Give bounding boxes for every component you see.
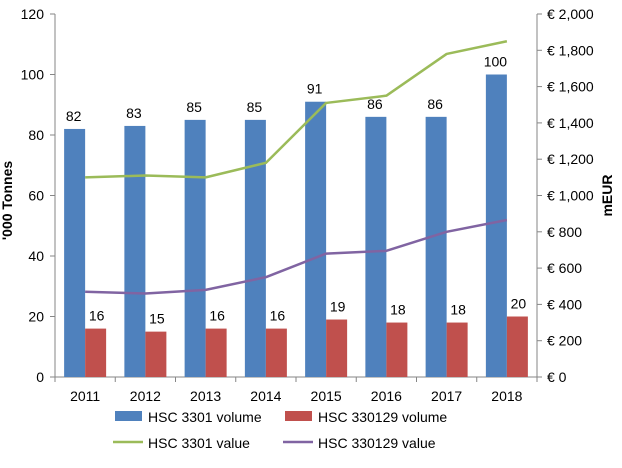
y-left-axis-title: '000 Tonnes: [0, 161, 15, 241]
x-tick-label: 2013: [190, 388, 221, 404]
line-series: [85, 40, 508, 295]
legend-label: HSC 330129 volume: [318, 409, 447, 425]
data-label: 16: [270, 308, 286, 324]
data-label: 85: [247, 99, 263, 115]
bar: [446, 322, 468, 377]
data-label: 83: [126, 105, 142, 121]
data-label: 16: [89, 308, 105, 324]
bar: [365, 116, 387, 377]
y-right-axis: € 0 € 200 € 400 € 600 € 800 € 1,000 € 1,200 € 1…: [537, 6, 594, 385]
data-label: 18: [450, 302, 466, 318]
bar: [506, 316, 528, 377]
x-axis: 2011 2012 2013 2014 2015 2016 2017 2018: [54, 377, 538, 404]
legend: HSC 3301 volume HSC 330129 volume HSC 3301…: [113, 409, 447, 451]
legend-label: HSC 3301 value: [148, 435, 250, 451]
y-right-tick-label: € 600: [547, 260, 582, 276]
data-label: 19: [330, 299, 346, 315]
data-label: 82: [66, 108, 82, 124]
bar: [205, 328, 227, 377]
bar: [145, 331, 167, 377]
y-right-tick-label: € 1,800: [547, 42, 594, 58]
bar: [85, 328, 107, 377]
y-right-tick-label: € 1,400: [547, 115, 594, 131]
y-left-tick-label: 120: [21, 6, 45, 22]
y-right-tick-label: € 400: [547, 296, 582, 312]
y-right-tick-label: € 1,200: [547, 151, 594, 167]
y-right-tick-label: € 200: [547, 333, 582, 349]
y-left-tick-label: 100: [21, 67, 45, 83]
x-tick-label: 2018: [491, 388, 522, 404]
y-right-tick-label: € 1,600: [547, 79, 594, 95]
y-right-tick-label: € 2,000: [547, 6, 594, 22]
data-label: 18: [390, 302, 406, 318]
y-left-axis: 0 20 40 60 80 100 120: [21, 6, 55, 385]
x-tick-label: 2015: [311, 388, 342, 404]
data-label: 85: [186, 99, 202, 115]
y-left-tick-label: 20: [28, 309, 44, 325]
data-label: 86: [367, 96, 383, 112]
y-right-tick-label: € 800: [547, 224, 582, 240]
x-tick-label: 2017: [431, 388, 462, 404]
bar: [425, 116, 447, 377]
y-right-tick-label: € 0: [547, 369, 567, 385]
legend-label: HSC 330129 value: [318, 435, 436, 451]
bar: [64, 128, 86, 377]
legend-label: HSC 3301 volume: [148, 409, 262, 425]
series-line: [85, 218, 508, 295]
data-label: 100: [484, 54, 508, 70]
legend-swatch: [285, 411, 312, 421]
data-label: 86: [427, 96, 443, 112]
data-label: 15: [149, 311, 165, 327]
y-right-tick-label: € 1,000: [547, 188, 594, 204]
data-label: 20: [511, 296, 527, 312]
y-left-tick-label: 80: [28, 127, 44, 143]
x-tick-label: 2014: [250, 388, 281, 404]
bar: [326, 319, 348, 377]
bar: [124, 125, 146, 377]
y-left-tick-label: 40: [28, 248, 44, 264]
bar-series: [64, 74, 528, 377]
bar: [265, 328, 287, 377]
x-tick-label: 2012: [130, 388, 161, 404]
legend-swatch: [115, 411, 142, 421]
bar: [305, 101, 327, 377]
bar: [485, 74, 507, 377]
y-left-tick-label: 60: [28, 188, 44, 204]
y-right-axis-title: mEUR: [599, 174, 615, 216]
bar: [184, 119, 206, 377]
data-label: 16: [209, 308, 225, 324]
bar: [386, 322, 408, 377]
data-labels: 82 83 85 85 91 86 86 100 16 15 16 16 19 18 18 20: [66, 54, 527, 327]
bar: [244, 119, 266, 377]
x-tick-label: 2011: [70, 388, 100, 404]
series-line: [85, 40, 508, 179]
x-tick-label: 2016: [371, 388, 402, 404]
y-left-tick-label: 0: [36, 369, 44, 385]
data-label: 91: [307, 81, 323, 97]
